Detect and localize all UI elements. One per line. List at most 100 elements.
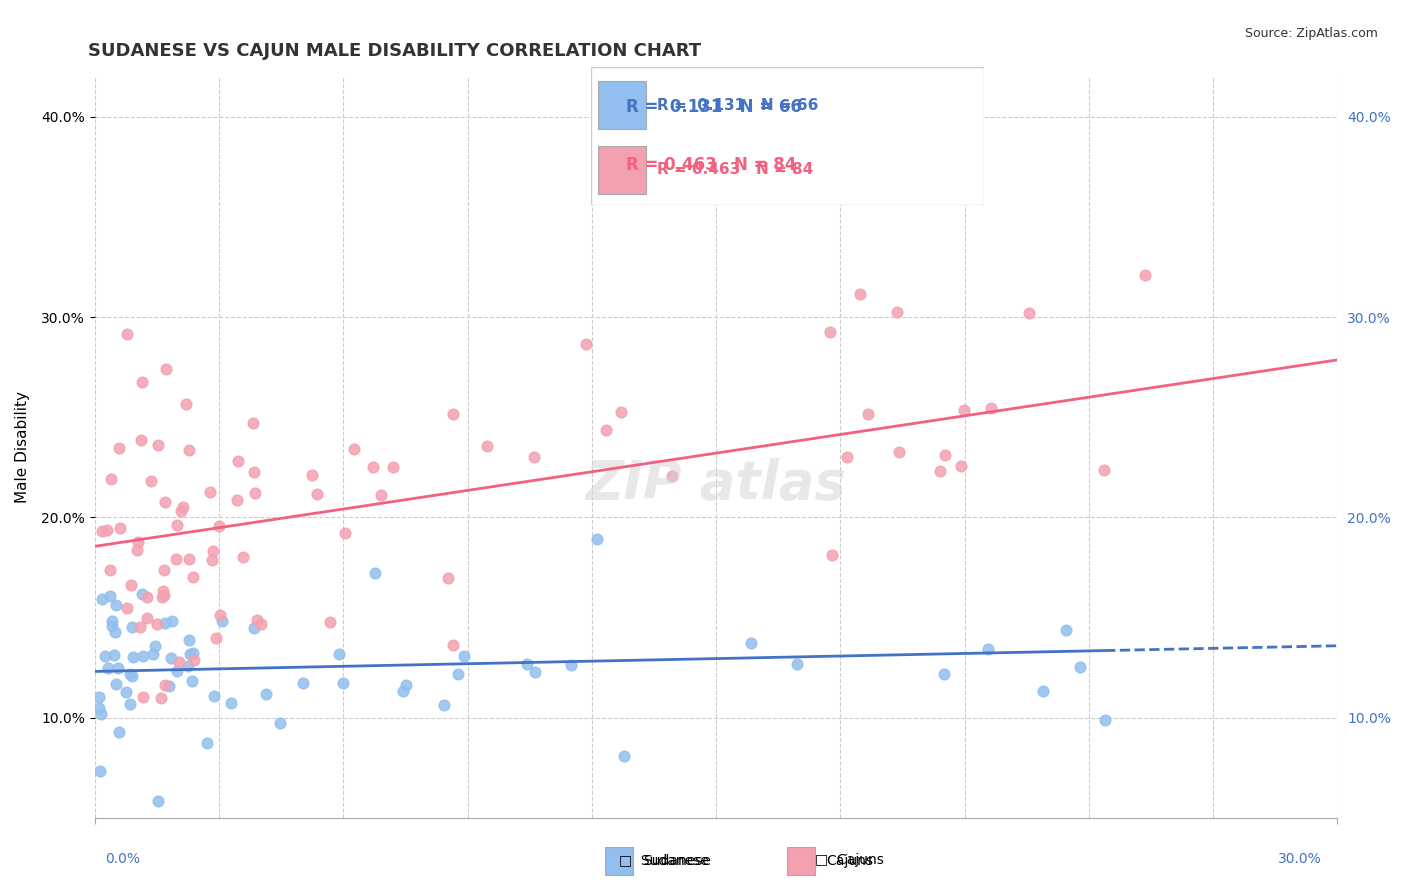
Point bbox=[107, 441, 129, 455]
Point bbox=[165, 552, 187, 566]
Point bbox=[104, 598, 127, 612]
Point bbox=[142, 647, 165, 661]
Point bbox=[225, 493, 247, 508]
Point bbox=[250, 616, 273, 631]
Point bbox=[837, 450, 859, 464]
Point bbox=[101, 619, 124, 633]
Point bbox=[1135, 268, 1157, 282]
Point bbox=[219, 696, 242, 710]
Point bbox=[208, 607, 231, 622]
Point bbox=[91, 524, 114, 539]
Point bbox=[243, 621, 266, 635]
Point bbox=[146, 794, 169, 808]
Point bbox=[135, 611, 157, 625]
Point bbox=[145, 616, 167, 631]
Point bbox=[108, 724, 131, 739]
Point bbox=[849, 286, 872, 301]
Point bbox=[370, 488, 392, 502]
Point bbox=[361, 459, 384, 474]
Point bbox=[475, 439, 498, 453]
Point bbox=[132, 648, 155, 663]
Point bbox=[243, 465, 266, 479]
Point bbox=[177, 443, 200, 458]
Point bbox=[120, 666, 142, 681]
Point bbox=[100, 471, 122, 485]
Point bbox=[104, 677, 127, 691]
Point bbox=[523, 450, 546, 465]
Text: Cajuns: Cajuns bbox=[827, 854, 873, 868]
Point bbox=[446, 666, 468, 681]
Text: R =  0.131   N = 66: R = 0.131 N = 66 bbox=[658, 98, 818, 113]
Point bbox=[301, 468, 323, 483]
Text: R = 0.463   N = 84: R = 0.463 N = 84 bbox=[626, 156, 796, 174]
Point bbox=[319, 615, 342, 629]
Point bbox=[1054, 623, 1077, 637]
Point bbox=[94, 649, 117, 664]
Point bbox=[132, 690, 155, 704]
Point bbox=[977, 642, 1000, 657]
Point bbox=[856, 408, 879, 422]
Point bbox=[575, 337, 598, 351]
Point bbox=[155, 677, 177, 691]
Point bbox=[181, 570, 204, 584]
Point bbox=[103, 648, 125, 662]
Point bbox=[661, 469, 683, 483]
Point bbox=[364, 566, 387, 580]
Point bbox=[560, 658, 582, 673]
Point bbox=[1032, 683, 1054, 698]
Point bbox=[179, 647, 201, 661]
Point bbox=[886, 304, 908, 318]
Y-axis label: Male Disability: Male Disability bbox=[15, 392, 30, 503]
Point bbox=[115, 601, 138, 615]
Point bbox=[433, 698, 456, 712]
Text: □  Cajuns: □ Cajuns bbox=[815, 853, 884, 867]
Point bbox=[169, 655, 191, 669]
Point bbox=[391, 684, 413, 698]
Point bbox=[269, 716, 291, 731]
Point bbox=[179, 633, 201, 648]
Point bbox=[928, 464, 950, 478]
Point bbox=[87, 690, 110, 704]
Point bbox=[441, 638, 464, 652]
Point bbox=[121, 619, 143, 633]
Point bbox=[436, 571, 458, 585]
Point bbox=[232, 550, 254, 565]
Point bbox=[198, 484, 221, 499]
Point bbox=[114, 684, 136, 698]
Point bbox=[152, 563, 174, 577]
Bar bbox=[599, 81, 645, 129]
Point bbox=[246, 613, 269, 627]
Point bbox=[180, 674, 202, 689]
Point bbox=[332, 676, 354, 690]
Point bbox=[160, 614, 183, 628]
Point bbox=[115, 326, 138, 341]
Point bbox=[516, 657, 538, 671]
Bar bbox=[787, 847, 815, 875]
Point bbox=[821, 548, 844, 562]
FancyBboxPatch shape bbox=[591, 67, 984, 205]
Point bbox=[143, 639, 166, 653]
Point bbox=[166, 517, 188, 532]
Bar bbox=[605, 847, 633, 875]
Point bbox=[1094, 713, 1116, 727]
Point bbox=[128, 620, 150, 634]
Point bbox=[291, 676, 314, 690]
Point bbox=[953, 403, 976, 417]
Point bbox=[127, 534, 149, 549]
Point bbox=[595, 423, 617, 437]
Point bbox=[818, 326, 841, 340]
Point bbox=[98, 589, 121, 603]
Point bbox=[382, 460, 405, 475]
Point bbox=[97, 661, 120, 675]
Point bbox=[342, 442, 364, 456]
Point bbox=[125, 542, 148, 557]
Point bbox=[950, 459, 973, 474]
Point bbox=[153, 495, 176, 509]
Point bbox=[120, 578, 142, 592]
Point bbox=[107, 661, 129, 675]
Point bbox=[131, 587, 153, 601]
Point bbox=[207, 518, 229, 533]
Point bbox=[129, 433, 152, 447]
Point bbox=[90, 707, 112, 722]
Point bbox=[333, 525, 356, 540]
